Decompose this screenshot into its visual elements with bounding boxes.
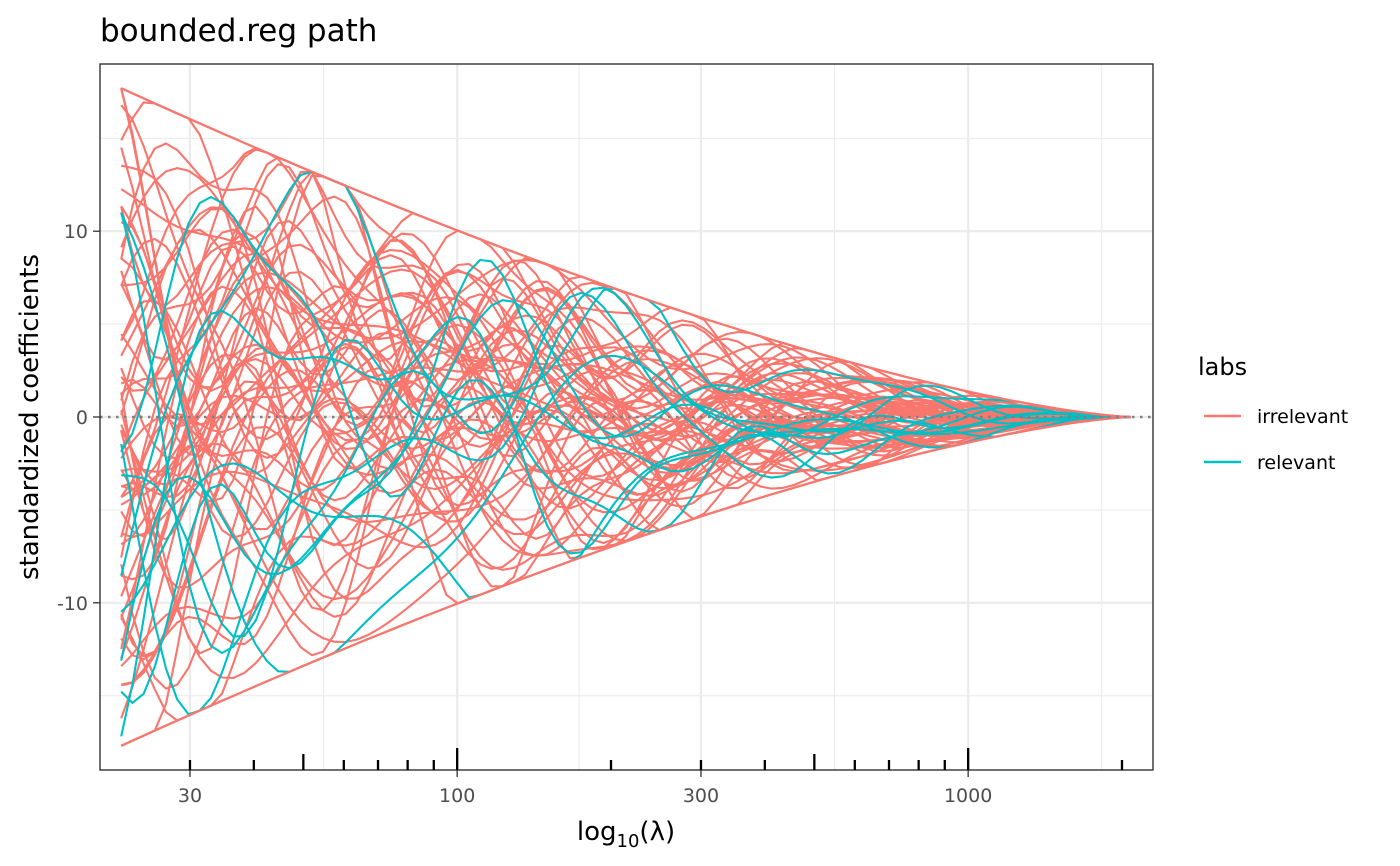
legend-label-relevant: relevant: [1257, 452, 1335, 474]
log-tick-rug: [188, 748, 1124, 770]
x-axis-title: log10(λ): [577, 817, 675, 852]
x-axis-tick-label: 300: [683, 785, 719, 807]
x-axis: 30 100 300 1000: [178, 770, 992, 807]
coefficient-path-irrelevant: [120, 101, 1131, 524]
coefficient-path-relevant: [120, 195, 1131, 533]
coefficient-path-irrelevant: [120, 206, 1131, 502]
legend-title: labs: [1198, 353, 1247, 381]
legend-item-irrelevant: irrelevant: [1204, 406, 1348, 428]
y-axis-tick-label: -10: [57, 593, 88, 615]
x-axis-tick-label: 100: [439, 785, 475, 807]
coefficient-path-irrelevant: [120, 329, 1131, 661]
coefficient-path-irrelevant: [120, 357, 1131, 571]
y-axis-title: standardized coefficients: [15, 254, 45, 580]
coefficient-path-relevant: [120, 258, 1131, 704]
legend-label-irrelevant: irrelevant: [1257, 406, 1348, 428]
x-axis-tick-label: 30: [178, 785, 202, 807]
coefficient-path-relevant: [120, 309, 1131, 737]
legend: labs irrelevant relevant: [1198, 353, 1348, 474]
coefficient-path-relevant: [120, 212, 1131, 655]
legend-item-relevant: relevant: [1204, 452, 1335, 474]
coefficient-path-relevant: [120, 170, 1131, 576]
coefficient-paths: [120, 87, 1131, 747]
chart-title: bounded.reg path: [100, 13, 377, 49]
y-axis-tick-label: 0: [76, 407, 88, 429]
x-axis-tick-label: 1000: [944, 785, 992, 807]
y-axis-tick-label: 10: [64, 221, 88, 243]
coefficient-path-lower-bound: [120, 415, 1131, 747]
coefficient-path-relevant: [120, 286, 1131, 716]
coefficient-path-relevant: [120, 412, 1131, 613]
coefficient-path-irrelevant: [120, 232, 1131, 486]
coefficient-path-irrelevant: [120, 393, 1131, 680]
coefficient-path-irrelevant: [120, 237, 1131, 605]
plot-panel: [99, 63, 1154, 771]
coefficient-path-upper-bound: [120, 87, 1131, 419]
y-axis: -10 0 10: [57, 221, 100, 615]
